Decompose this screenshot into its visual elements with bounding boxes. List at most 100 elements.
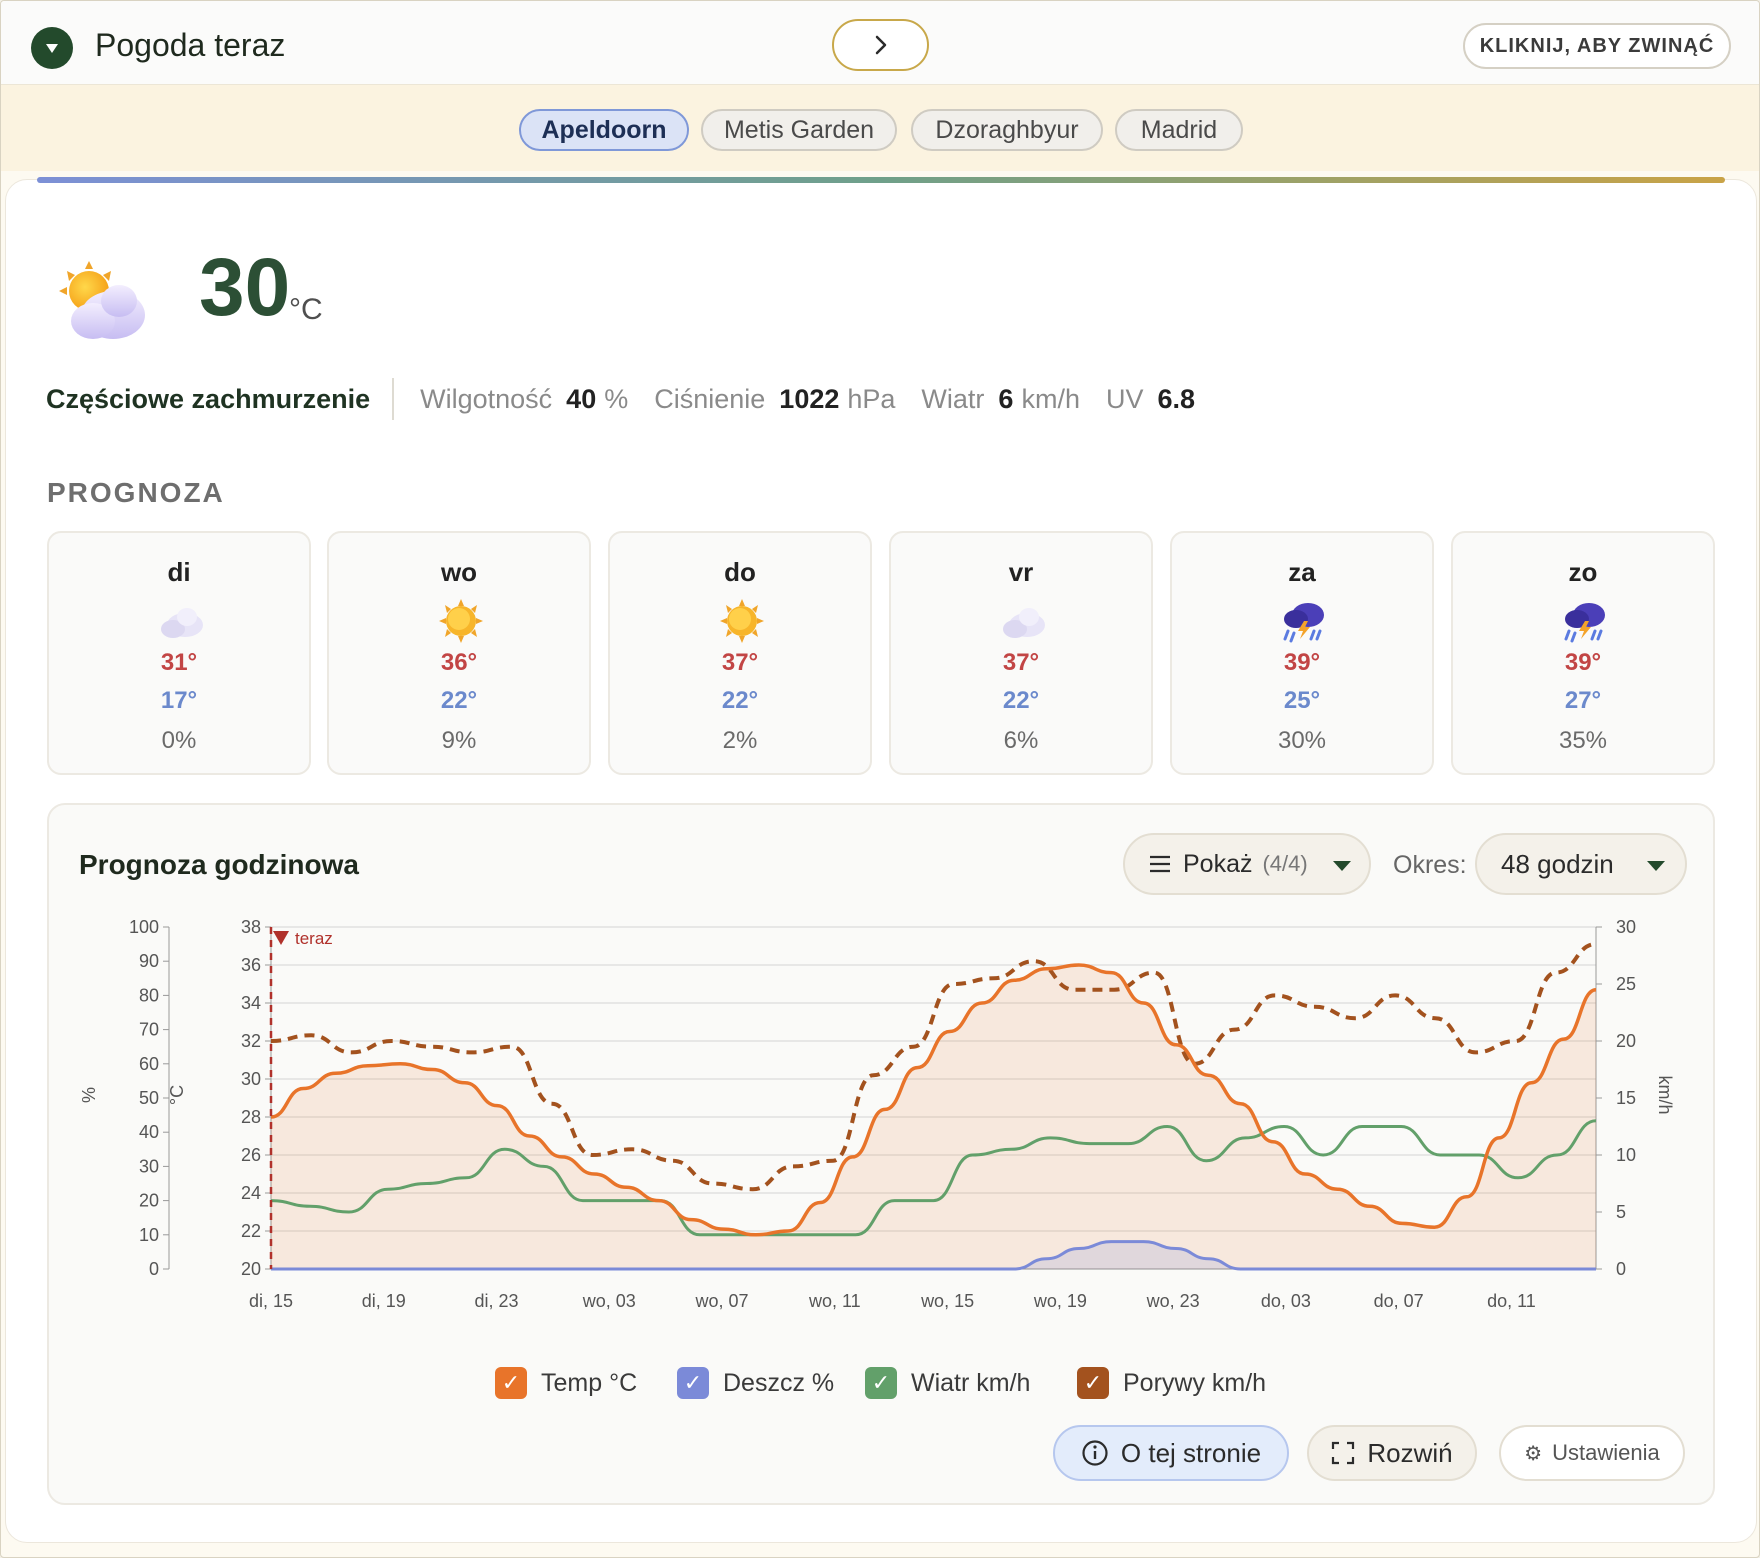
checkbox-checked-icon[interactable]: ✓ [865,1367,897,1399]
day-low-temp: 27° [1564,687,1602,714]
y-tick-temp: 24 [241,1183,261,1203]
show-label: Pokaż [1183,849,1253,878]
now-label: teraz [295,929,333,948]
x-tick-label: wo, 03 [582,1291,636,1311]
uv-label: UV [1105,383,1144,414]
x-tick-label: do, 07 [1374,1291,1424,1311]
legend-item-rain[interactable]: ✓ Deszcz % [677,1367,834,1399]
forecast-day-card[interactable]: zo 39° 27° 35% [1451,531,1715,775]
y-tick-temp: 26 [241,1145,261,1165]
settings-button[interactable]: ⚙ Ustawienia [1499,1425,1685,1481]
temp-area [271,965,1596,1269]
sun-behind-cloud-icon [59,261,145,339]
gear-icon: ⚙ [1524,1442,1543,1465]
x-tick-label: di, 15 [249,1291,293,1311]
current-temperature-unit: °C [289,293,323,326]
about-label: O tej stronie [1120,1437,1262,1468]
next-location-button[interactable] [832,19,929,71]
forecast-day-card[interactable]: di 31° 17° 0% [47,531,311,775]
period-select[interactable]: 48 godzin [1475,833,1687,895]
legend-item-wind[interactable]: ✓ Wiatr km/h [865,1367,1030,1399]
day-rain-chance: 9% [441,727,477,754]
forecast-day-card[interactable]: do 37° 22° 2% [608,531,872,775]
humidity-value: 40 [566,383,597,414]
day-low-temp: 22° [721,687,759,714]
location-tab-metis-garden[interactable]: Metis Garden [701,109,897,151]
y-tick-temp: 22 [241,1221,261,1241]
day-high-temp: 39° [1564,649,1602,676]
legend-label: Temp °C [541,1368,638,1397]
y-tick-percent: 40 [139,1122,159,1142]
day-high-temp: 37° [721,649,759,676]
legend-item-temp[interactable]: ✓ Temp °C [495,1367,637,1399]
wind-unit: km/h [1021,383,1080,414]
legend-label: Deszcz % [723,1368,835,1397]
accent-gradient-bar [37,177,1725,183]
legend-item-gusts[interactable]: ✓ Porywy km/h [1077,1367,1266,1399]
info-icon [1082,1440,1108,1466]
expand-button[interactable]: Rozwiń [1307,1425,1477,1481]
day-name: wo [440,557,478,587]
day-high-temp: 36° [440,649,478,676]
day-low-temp: 25° [1283,687,1321,714]
y-tick-percent: 80 [139,985,159,1005]
y-tick-percent: 50 [139,1088,159,1108]
day-rain-chance: 2% [722,727,758,754]
checkbox-checked-icon[interactable]: ✓ [1077,1367,1109,1399]
series-toggle-dropdown[interactable]: Pokaż (4/4) [1123,833,1371,895]
y-tick-temp: 36 [241,955,261,975]
condition-text: Częściowe zachmurzenie [46,383,371,414]
axis-label-wind: km/h [1655,1075,1675,1114]
period-label: Okres: [1393,851,1467,879]
day-high-temp: 37° [1002,649,1040,676]
forecast-day-card[interactable]: za 39° 25° 30% [1170,531,1434,775]
y-tick-percent: 60 [139,1054,159,1074]
day-rain-chance: 35% [1558,727,1608,754]
y-tick-temp: 32 [241,1031,261,1051]
y-tick-percent: 20 [139,1191,159,1211]
y-tick-wind: 0 [1616,1259,1626,1279]
location-tab-dzoraghbyur[interactable]: Dzoraghbyur [911,109,1103,151]
day-high-temp: 31° [160,649,198,676]
checkbox-checked-icon[interactable]: ✓ [677,1367,709,1399]
collapse-button[interactable]: KLIKNIJ, ABY ZWINĄĆ [1463,23,1731,69]
forecast-day-card[interactable]: vr 37° 22° 6% [889,531,1153,775]
day-rain-chance: 30% [1277,727,1327,754]
x-tick-label: wo, 07 [695,1291,749,1311]
x-tick-label: di, 19 [362,1291,406,1311]
pressure-unit: hPa [847,383,896,414]
forecast-day-card[interactable]: wo 36° 22° 9% [327,531,591,775]
y-tick-wind: 30 [1616,917,1636,937]
about-button[interactable]: O tej stronie [1053,1425,1289,1481]
pressure-label: Ciśnienie [654,383,766,414]
x-tick-label: wo, 11 [808,1291,861,1311]
cloud-icon [1003,608,1045,638]
axis-label-temp: °C [167,1085,187,1105]
x-tick-label: do, 03 [1261,1291,1311,1311]
y-tick-temp: 20 [241,1259,261,1279]
header: Pogoda teraz KLIKNIJ, ABY ZWINĄĆ [1,1,1759,85]
menu-icon [1150,855,1170,873]
y-tick-temp: 30 [241,1069,261,1089]
hourly-chart[interactable]: 2022242628303234363801020304050607080901… [49,805,1717,1365]
y-tick-wind: 15 [1616,1088,1636,1108]
temp-line [270,963,1597,1237]
cloud-icon [161,608,203,638]
day-name: vr [1008,557,1034,587]
location-tab-apeldoorn[interactable]: Apeldoorn [519,109,689,151]
y-tick-wind: 25 [1616,974,1636,994]
uv-value: 6.8 [1157,383,1196,414]
triangle-down-icon [46,44,58,53]
gusts-line [270,942,1597,1192]
checkbox-checked-icon[interactable]: ✓ [495,1367,527,1399]
chevron-right-icon [875,35,886,55]
day-rain-chance: 0% [161,727,197,754]
chevron-down-icon [1333,861,1351,871]
toggle-collapse-button[interactable] [31,27,73,69]
y-tick-wind: 5 [1616,1202,1626,1222]
thunderstorm-icon [1564,603,1605,643]
thunderstorm-icon [1283,603,1324,643]
y-tick-percent: 90 [139,951,159,971]
x-tick-label: wo, 19 [1033,1291,1087,1311]
location-tab-madrid[interactable]: Madrid [1115,109,1243,151]
